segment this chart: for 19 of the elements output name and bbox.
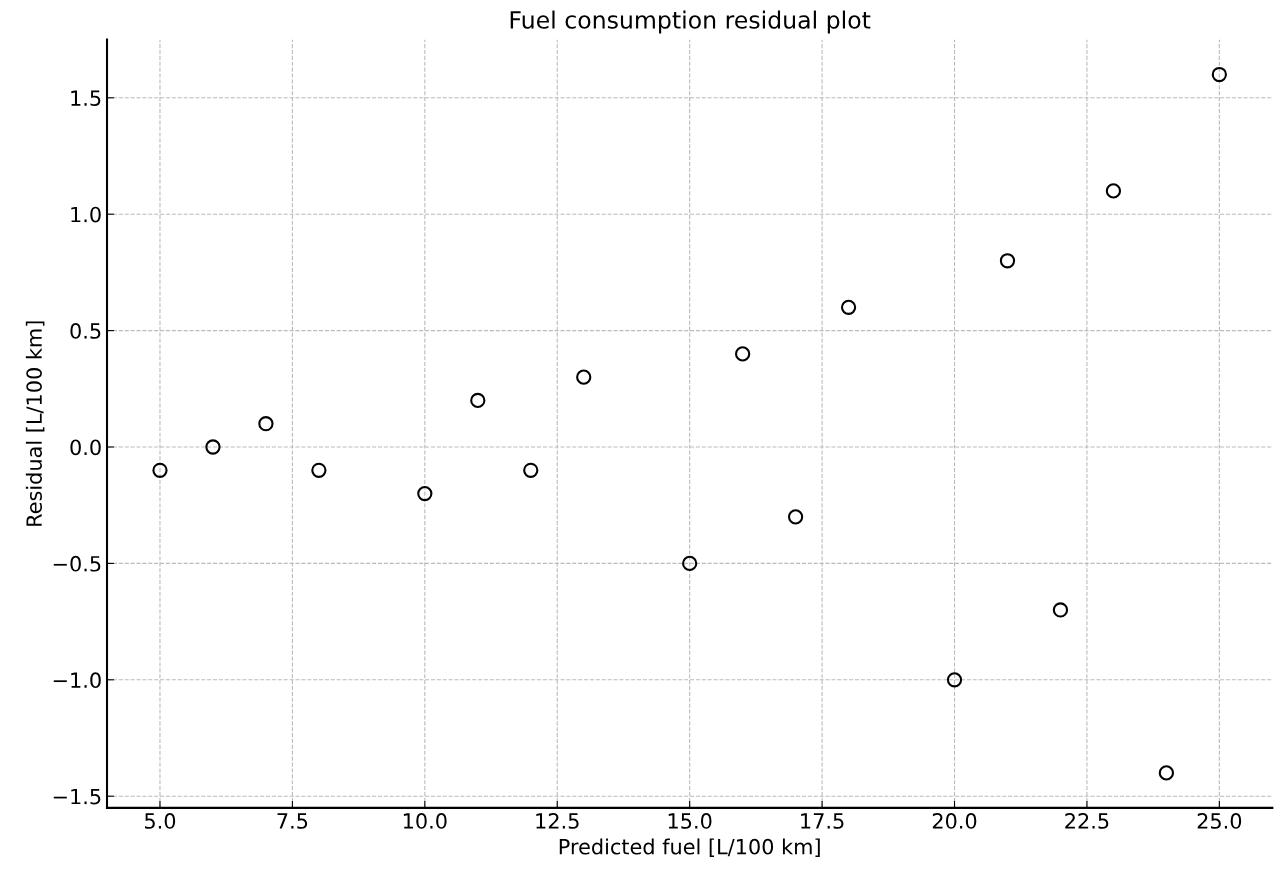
x-tick-label: 22.5 [1065,813,1109,829]
x-tick-label: 7.5 [277,813,308,829]
y-tick-label: 0.0 [70,439,101,456]
y-tick-label: 1.5 [71,90,101,107]
x-tick-label: 10.0 [403,813,447,829]
x-tick-label: 15.0 [668,813,712,829]
x-axis-title: Predicted fuel [L/100 km] [559,838,820,857]
x-tick-label: 5.0 [145,813,176,829]
chart-title: Fuel consumption residual plot [510,10,871,34]
y-tick-label: −0.5 [53,555,101,572]
x-tick-label: 20.0 [932,813,977,829]
x-tick-label: 17.5 [801,813,844,829]
y-tick-label: −1.5 [53,788,101,805]
y-tick-label: −1.0 [53,672,101,689]
y-axis-title: Residual [L/100 km] [25,321,45,526]
x-tick-label: 25.0 [1197,813,1242,829]
x-tick-label: 12.5 [536,813,579,829]
y-tick-label: 1.0 [71,206,101,223]
y-tick-label: 0.5 [70,323,101,339]
